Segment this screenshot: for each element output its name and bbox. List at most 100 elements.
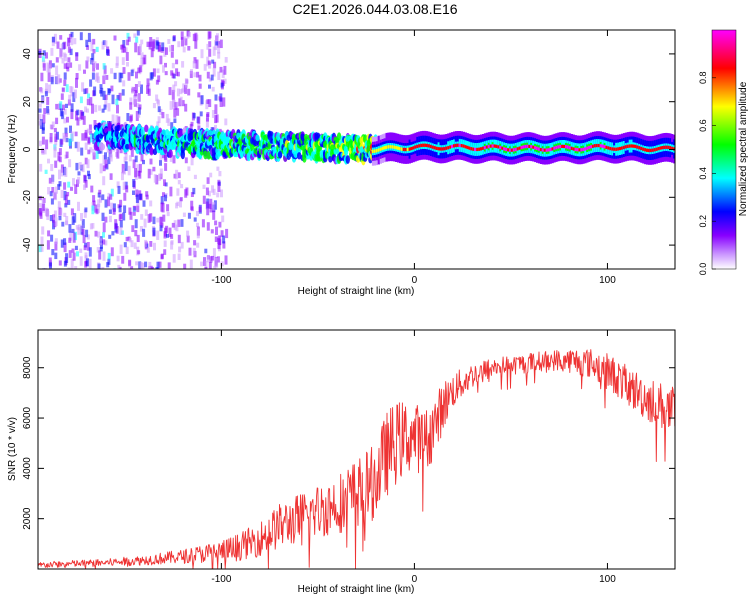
spectrogram-cell (574, 147, 577, 152)
spectrogram-cell (214, 220, 218, 226)
spectrogram-cell (509, 148, 512, 152)
spectrogram-cell (41, 136, 45, 145)
spectrogram-cell (59, 101, 63, 109)
spectrogram-cell (65, 220, 68, 225)
spectrogram-cell (74, 184, 78, 194)
spectrogram-cell (213, 61, 217, 69)
spectrogram-cell (59, 108, 63, 117)
spectrogram-cell (628, 144, 631, 148)
spectrogram-cell (63, 135, 67, 142)
spectrogram-cell (86, 242, 90, 251)
spectrogram-cell (176, 71, 180, 77)
spectrogram-cell (43, 149, 47, 155)
spectrogram-cell (424, 143, 427, 147)
spectrogram-cell (84, 242, 88, 248)
spectrogram-cell (92, 148, 96, 156)
spectrogram-cell (526, 144, 529, 148)
spectrogram-cell (72, 232, 76, 243)
spectrogram-cell (225, 228, 229, 239)
spectrogram-cell (483, 146, 487, 150)
spectrogram-cell (187, 166, 191, 172)
spectrogram-cell (193, 174, 197, 180)
spectrogram-cell (663, 145, 666, 149)
spectrogram-cell (207, 60, 211, 65)
spectrogram-cell (189, 133, 194, 140)
spectrogram-cell (64, 194, 68, 205)
spectrogram-cell (100, 143, 106, 151)
spectrogram-cell (203, 150, 208, 160)
spectrogram-cell (510, 148, 514, 152)
spectrogram-cell (53, 127, 57, 133)
spectrogram-cell (168, 45, 172, 52)
spectrogram-cell (133, 33, 137, 38)
spectrogram-cell (102, 155, 106, 165)
spectrogram-cell (137, 67, 141, 74)
spectrogram-cell (83, 88, 87, 95)
spectrogram-cell (114, 219, 118, 230)
spectrogram-cell (345, 155, 350, 164)
spectrogram-cell (63, 63, 67, 69)
spectrogram-cell (175, 101, 179, 107)
spectrogram-cell (161, 112, 165, 119)
spectrogram-cell (187, 46, 191, 51)
spectrogram-cell (160, 202, 164, 212)
spectrogram-cell (59, 49, 63, 59)
spectrogram-cell (60, 93, 64, 100)
spectrogram-cell (148, 261, 152, 269)
colorbar-tick-label: 0.4 (698, 167, 708, 180)
spectrogram-cell (156, 41, 160, 46)
spectrogram-cell (387, 145, 390, 149)
spectrogram-cell (195, 59, 199, 69)
spectrogram-cell (117, 116, 121, 127)
spectrogram-cell (297, 152, 302, 160)
spectrogram-cell (140, 214, 144, 220)
spectrogram-cell (61, 221, 65, 227)
spectrogram-cell (193, 240, 197, 246)
spectrogram-cell (466, 145, 469, 150)
spectrogram-cell (196, 71, 200, 78)
spectrogram-cell (165, 225, 169, 233)
spectrogram-cell (202, 195, 206, 204)
spectrogram-cell (219, 66, 223, 73)
spectrogram-cell (102, 239, 106, 245)
spectrogram-cell (220, 82, 224, 88)
spectrogram-cell (210, 229, 214, 234)
spectrogram-cell (170, 234, 174, 239)
spectrogram-cell (81, 219, 85, 229)
spectrogram-cell (456, 143, 460, 147)
spectrogram-cell (91, 53, 95, 62)
spectrogram-cell (163, 179, 166, 186)
spectrogram-cell (48, 257, 52, 267)
spectrogram-cell (192, 112, 196, 119)
spectrogram-cell (107, 258, 111, 265)
spectrogram-cell (568, 146, 572, 150)
spectrogram-cell (136, 164, 140, 172)
spectrogram-cell (144, 261, 148, 268)
spectrogram-cell (84, 180, 88, 188)
spectrogram-cell (200, 49, 204, 59)
spectrogram-cell (167, 262, 171, 269)
spectrogram-cell (44, 169, 48, 174)
spectrogram-cell (63, 118, 67, 124)
spectrogram-cell (118, 72, 122, 83)
spectrogram-cell (38, 203, 42, 208)
spectrogram-cell (138, 163, 142, 173)
spectrogram-cell (371, 149, 375, 153)
spectrogram-cell (107, 156, 111, 165)
spectrogram-cell (130, 240, 134, 248)
spectrogram-cell (104, 159, 108, 168)
spectrogram-cell (92, 38, 96, 45)
spectrogram-cell (165, 47, 168, 55)
spectrogram-cell (99, 89, 103, 94)
spectrogram-cell (96, 247, 100, 253)
spectrogram-ylabel: Frequency (Hz) (7, 115, 18, 184)
spectrogram-cell (565, 145, 568, 149)
spectrogram-cell (115, 56, 119, 66)
spectrogram-cell (134, 230, 138, 237)
spectrogram-cell (69, 125, 72, 133)
spectrogram-cell (72, 252, 76, 261)
spectrogram-cell (171, 62, 175, 69)
spectrogram-cell (108, 215, 112, 223)
spectrogram-cell (182, 83, 186, 92)
spectrogram-cell (122, 67, 126, 74)
